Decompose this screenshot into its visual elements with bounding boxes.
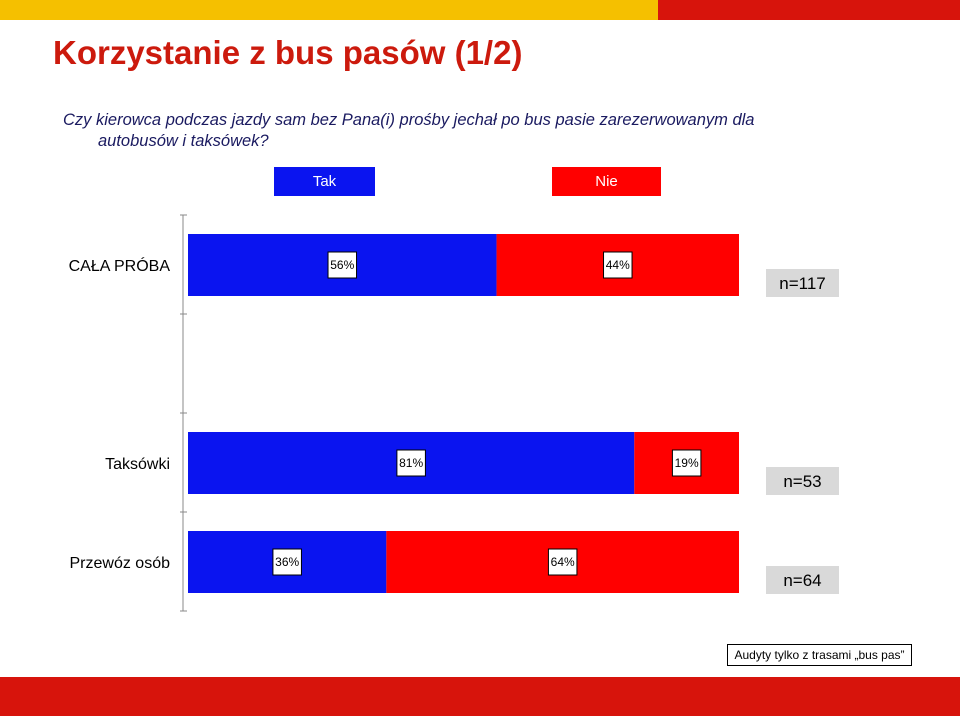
value-label-box [671, 449, 702, 477]
value-label-box [603, 251, 633, 279]
question-line-2: autobusów i taksówek? [98, 132, 269, 150]
category-label: Taksówki [105, 456, 170, 473]
value-label-box [327, 251, 358, 279]
category-label: Przewóz osób [70, 555, 171, 572]
footnote: Audyty tylko z trasami „bus pas” [727, 644, 912, 666]
value-label: 56% [330, 258, 354, 272]
sample-size-box [766, 467, 839, 495]
page-title: Korzystanie z bus pasów (1/2) [53, 34, 523, 71]
value-label: 81% [399, 456, 423, 470]
question-line-1: Czy kierowca podczas jazdy sam bez Pana(… [63, 111, 755, 129]
value-label: 19% [675, 456, 699, 470]
value-label-box [547, 548, 578, 576]
sample-size-label: n=53 [783, 472, 821, 491]
sample-size-box [766, 566, 839, 594]
top-band-red [658, 0, 960, 20]
value-label: 64% [551, 555, 575, 569]
sample-size-label: n=117 [779, 274, 825, 293]
category-label: CAŁA PRÓBA [69, 256, 171, 275]
value-label-box [396, 449, 426, 477]
bottom-band [0, 677, 960, 716]
top-band-yellow [0, 0, 658, 20]
survey-question: Czy kierowca podczas jazdy sam bez Pana(… [63, 110, 863, 152]
sample-size-label: n=64 [783, 571, 821, 590]
value-label: 36% [275, 555, 299, 569]
value-label: 44% [606, 258, 630, 272]
legend-nie: Nie [552, 167, 661, 196]
value-label-box [272, 548, 302, 576]
legend-tak: Tak [274, 167, 375, 196]
sample-size-box [766, 269, 839, 297]
